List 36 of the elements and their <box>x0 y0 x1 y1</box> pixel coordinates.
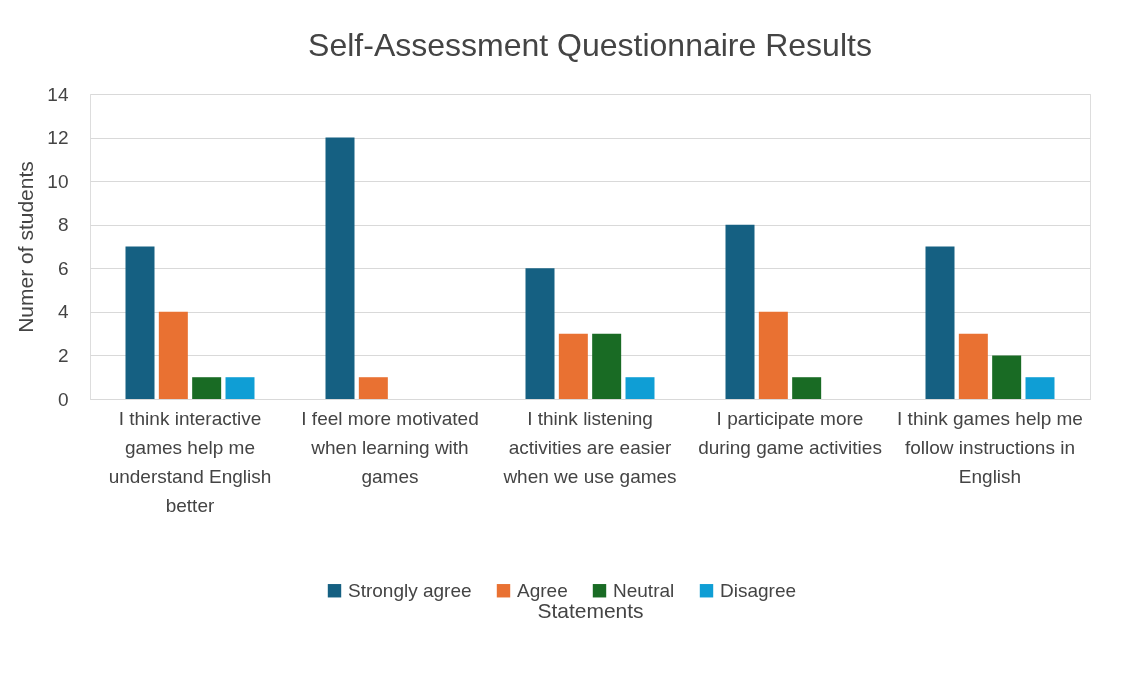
y-tick-label: 8 <box>57 214 69 236</box>
bar <box>325 137 355 399</box>
y-tick-label: 6 <box>57 257 69 279</box>
legend-label: Neutral <box>613 579 675 601</box>
legend-label: Strongly agree <box>348 579 472 601</box>
bar <box>158 311 188 399</box>
x-tick-label: I think interactive games help me understand English better <box>108 407 272 516</box>
legend-label: Disagree <box>720 579 797 601</box>
bar <box>558 333 588 399</box>
x-tick-label: I participate more during game activities <box>698 407 882 458</box>
bar <box>525 268 555 399</box>
y-tick-label: 10 <box>47 170 69 192</box>
y-axis-title: Numer of students <box>14 161 38 333</box>
bar <box>992 355 1022 399</box>
bar <box>792 377 822 399</box>
y-tick-label: 0 <box>57 388 69 410</box>
x-tick-label: I think listening activities are easier when we use games <box>502 407 677 487</box>
bar <box>225 377 255 399</box>
bar <box>758 311 788 399</box>
y-tick-label: 12 <box>47 127 69 149</box>
y-tick-label: 2 <box>57 344 69 366</box>
bar <box>958 333 988 399</box>
x-tick-label: I think games help me follow instructions in English <box>897 407 1083 487</box>
y-tick-label: 4 <box>57 301 69 323</box>
y-tick-label: 14 <box>47 83 69 105</box>
bar <box>192 377 222 399</box>
bar <box>125 246 155 399</box>
bar <box>725 224 755 399</box>
bar <box>625 377 655 399</box>
bar <box>358 377 388 399</box>
legend-label: Agree <box>517 579 568 601</box>
chart-title: Self-Assessment Questionnaire Results <box>308 27 872 63</box>
bar <box>592 333 622 399</box>
bar <box>925 246 955 399</box>
bar <box>1025 377 1055 399</box>
x-tick-label: I feel more motivated when learning with games <box>301 407 479 487</box>
